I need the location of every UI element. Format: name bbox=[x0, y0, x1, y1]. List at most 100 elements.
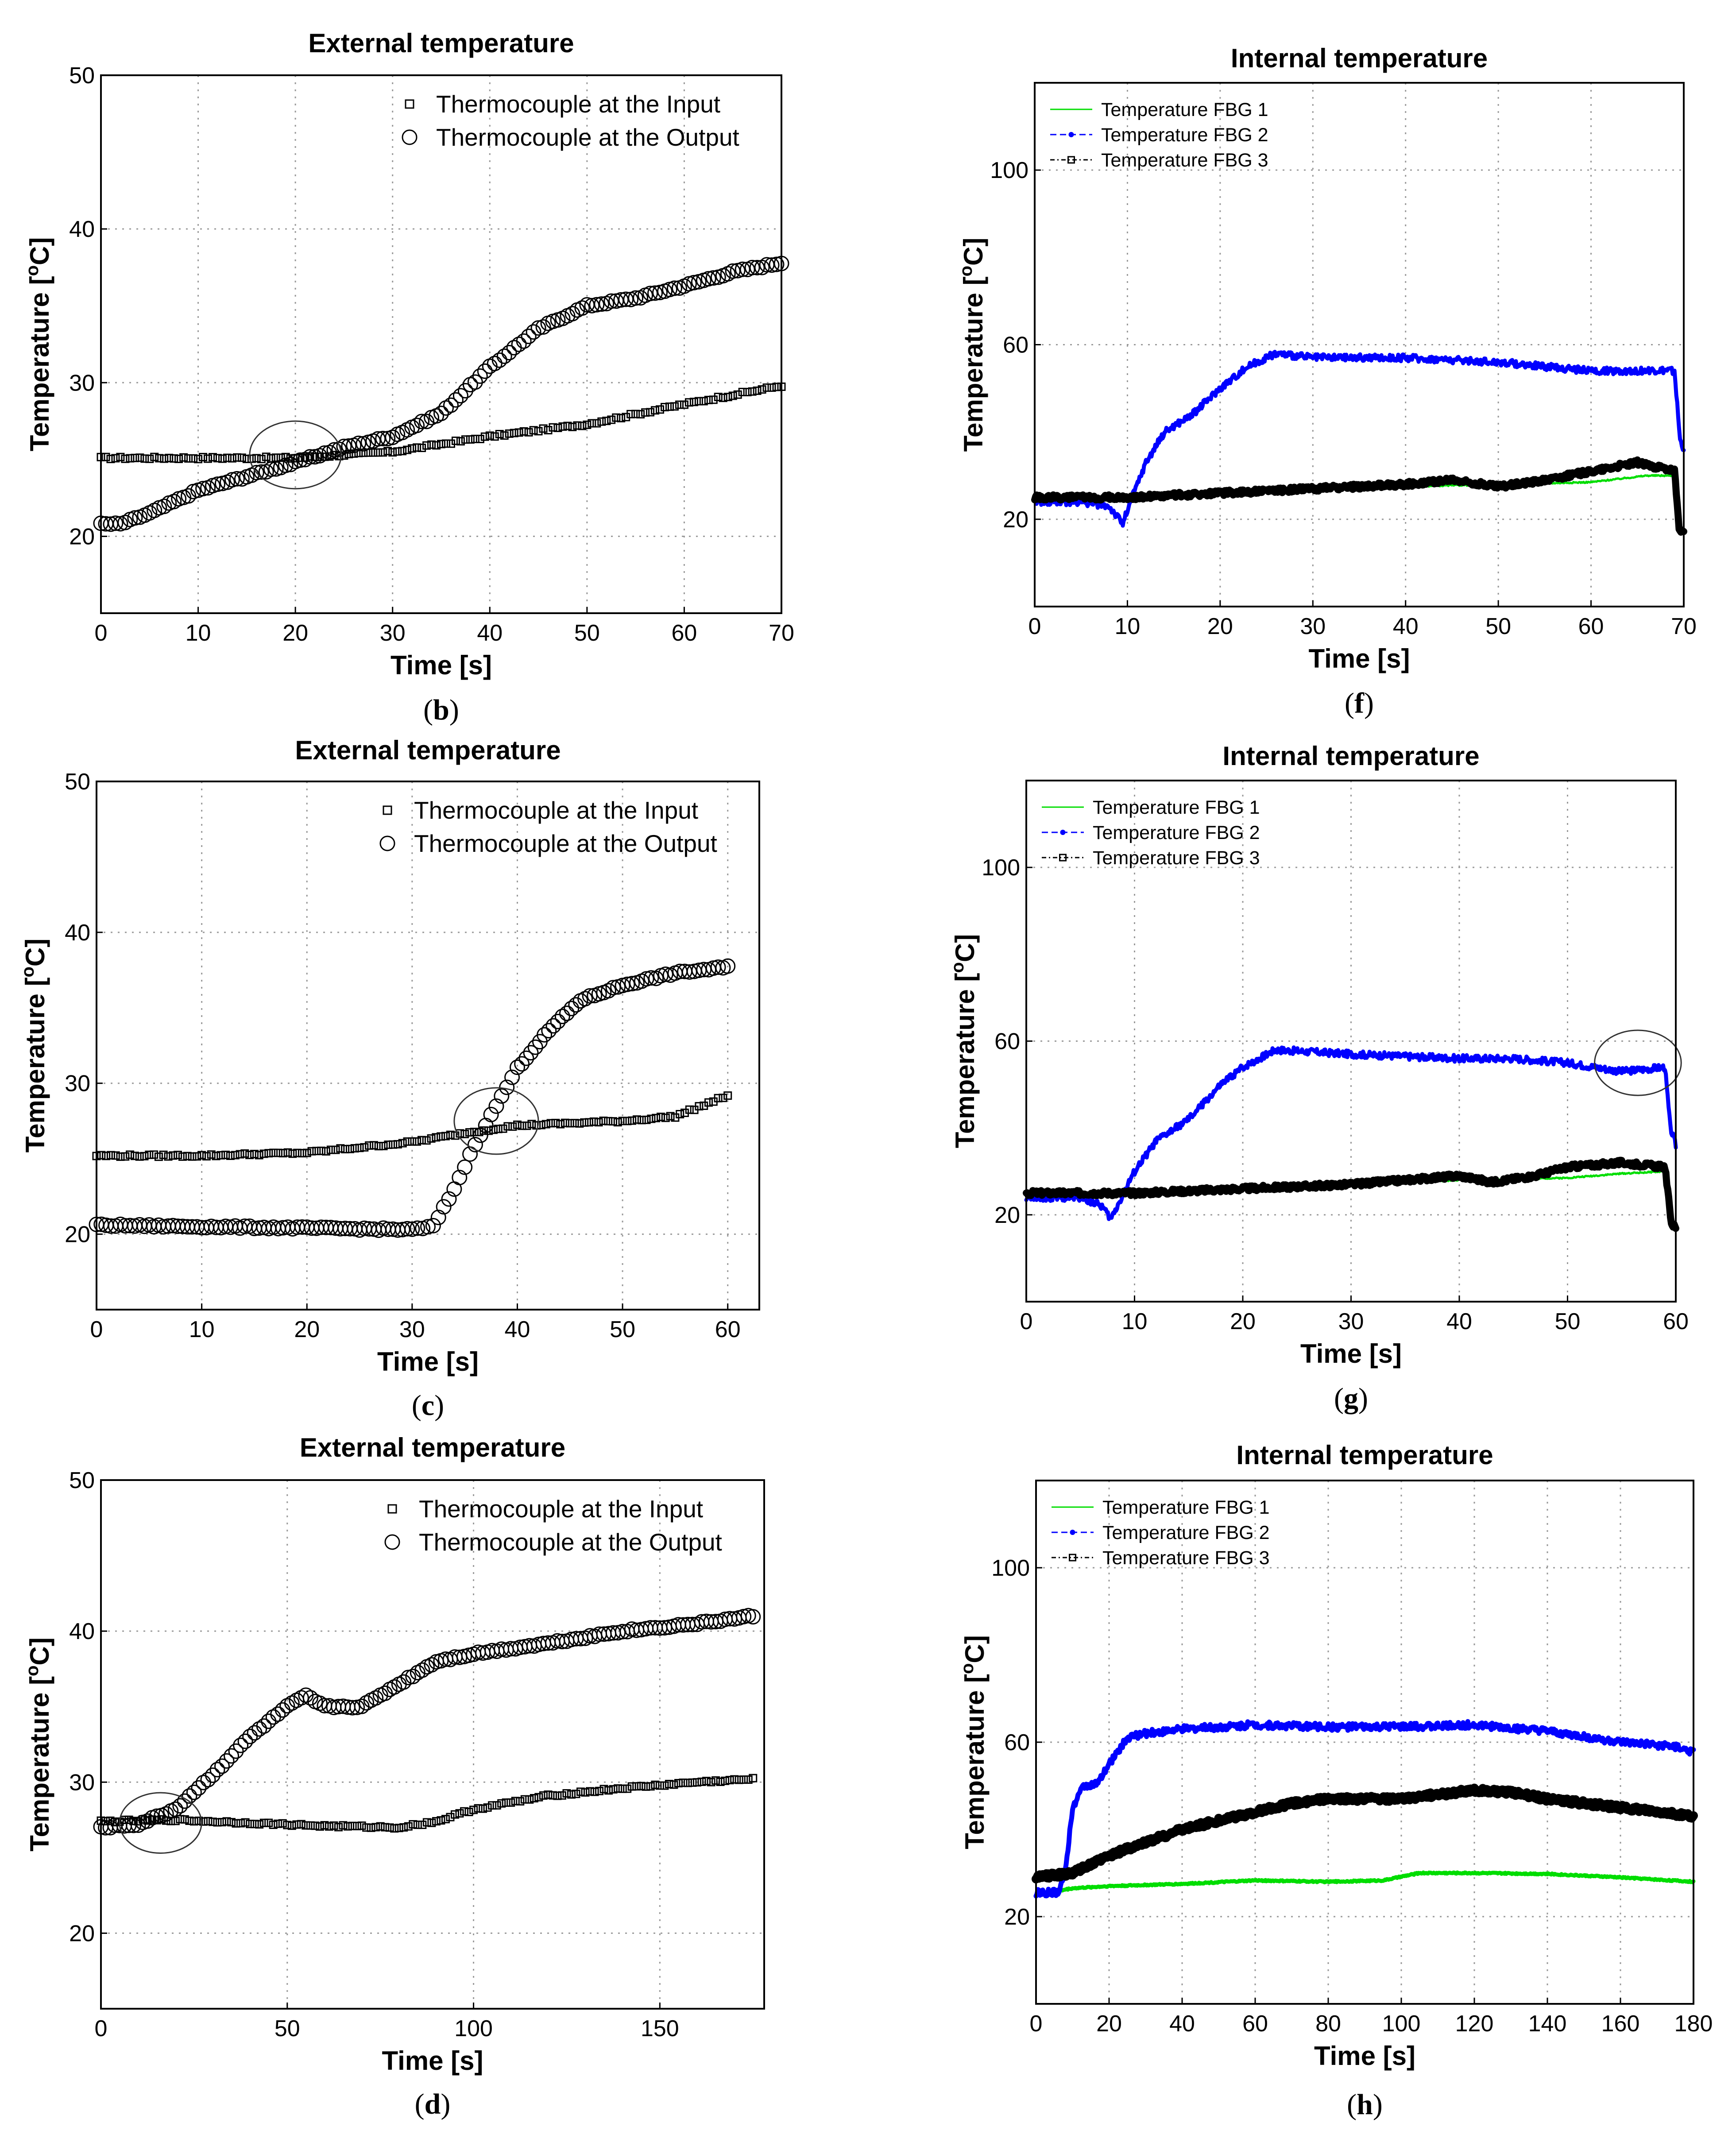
series-1 bbox=[89, 958, 736, 1238]
data-point bbox=[199, 452, 208, 461]
data-point bbox=[544, 426, 553, 435]
x-axis-label: Time [s] bbox=[1300, 1339, 1402, 1369]
data-point bbox=[452, 1170, 468, 1186]
data-point bbox=[464, 1808, 473, 1817]
data-point bbox=[680, 400, 688, 409]
data-point bbox=[116, 452, 125, 461]
data-point bbox=[651, 406, 660, 415]
chart-c: 0 10 20 30 40 50 60 20 30 40 50 External temperatur… bbox=[18, 735, 760, 1422]
data-point bbox=[218, 1818, 227, 1827]
series-2 bbox=[1023, 1156, 1679, 1232]
data-point bbox=[764, 257, 780, 273]
data-point bbox=[167, 1801, 183, 1817]
legend-marker bbox=[383, 805, 392, 815]
data-point bbox=[302, 1148, 311, 1157]
data-point bbox=[524, 428, 533, 437]
data-point bbox=[209, 1762, 225, 1778]
data-point bbox=[334, 1823, 343, 1832]
data-point bbox=[121, 454, 130, 463]
data-point bbox=[460, 1129, 469, 1138]
data-point bbox=[320, 1821, 329, 1830]
data-point bbox=[627, 1782, 636, 1791]
data-point bbox=[561, 1118, 569, 1127]
legend-label: Temperature FBG 1 bbox=[1101, 99, 1268, 120]
x-tick-label: 50 bbox=[574, 620, 600, 646]
data-point bbox=[269, 1148, 278, 1157]
data-point bbox=[581, 1788, 590, 1797]
x-tick-label: 70 bbox=[769, 620, 794, 646]
x-tick-label: 30 bbox=[380, 620, 406, 646]
data-point bbox=[592, 419, 601, 428]
data-point bbox=[193, 1152, 201, 1161]
data-point bbox=[432, 1817, 441, 1826]
data-point bbox=[381, 1823, 390, 1832]
y-axis-label: Temperature [oC] bbox=[23, 237, 54, 451]
data-point bbox=[240, 1149, 249, 1158]
data-point bbox=[317, 445, 333, 461]
x-axis-label: Time [s] bbox=[377, 1347, 479, 1376]
data-point bbox=[329, 1821, 338, 1830]
data-point bbox=[336, 1144, 345, 1153]
x-axis-label: Time [s] bbox=[1309, 644, 1410, 673]
data-point bbox=[176, 1815, 185, 1824]
legend-label: Thermocouple at the Input bbox=[414, 796, 698, 824]
data-point bbox=[185, 1816, 194, 1825]
data-point bbox=[548, 1791, 557, 1800]
data-point bbox=[446, 1813, 455, 1821]
data-point bbox=[116, 1152, 125, 1161]
data-point bbox=[264, 1818, 273, 1827]
data-point bbox=[321, 1147, 330, 1156]
legend-label: Thermocouple at the Output bbox=[414, 830, 717, 857]
data-point bbox=[441, 1191, 457, 1207]
data-point bbox=[744, 1775, 753, 1784]
data-point bbox=[576, 1787, 585, 1796]
data-point bbox=[490, 432, 499, 441]
data-point bbox=[236, 1819, 245, 1828]
x-tick-label: 180 bbox=[1674, 2011, 1713, 2037]
x-tick-label: 20 bbox=[282, 620, 308, 646]
x-tick-label: 60 bbox=[1578, 614, 1604, 639]
data-point bbox=[725, 1776, 734, 1785]
data-point bbox=[139, 1813, 155, 1829]
series-1 bbox=[93, 255, 789, 532]
data-point bbox=[311, 1821, 320, 1830]
data-point bbox=[573, 421, 582, 430]
x-axis-label: Time [s] bbox=[1314, 2041, 1415, 2071]
legend: Temperature FBG 1 Temperature FBG 2 Temper… bbox=[1052, 1497, 1270, 1569]
data-point bbox=[660, 1781, 669, 1790]
y-tick-label: 50 bbox=[69, 63, 95, 89]
data-point bbox=[403, 445, 412, 454]
data-point bbox=[556, 1120, 565, 1129]
data-point bbox=[385, 429, 401, 445]
data-point bbox=[655, 1781, 664, 1790]
data-point bbox=[472, 1127, 488, 1143]
data-point bbox=[101, 452, 110, 461]
annotation-circle bbox=[119, 1792, 202, 1854]
data-point bbox=[302, 1821, 310, 1830]
data-point bbox=[679, 1778, 688, 1787]
data-point bbox=[545, 1018, 561, 1034]
data-point bbox=[685, 1105, 694, 1114]
y-tick-label: 40 bbox=[65, 920, 90, 946]
data-point bbox=[527, 1039, 543, 1055]
data-point bbox=[359, 1695, 375, 1711]
panel-label: (d) bbox=[415, 2088, 451, 2120]
data-point bbox=[172, 1798, 188, 1814]
data-point bbox=[749, 1774, 758, 1782]
data-point bbox=[661, 1113, 670, 1122]
series-line bbox=[1032, 350, 1686, 528]
x-tick-label: 0 bbox=[1030, 2011, 1043, 2037]
data-point bbox=[642, 1782, 650, 1791]
data-point bbox=[675, 400, 684, 409]
data-point bbox=[292, 452, 308, 468]
data-point bbox=[572, 1790, 580, 1798]
y-tick-label: 100 bbox=[982, 855, 1020, 881]
data-point bbox=[714, 393, 723, 402]
data-point bbox=[223, 453, 232, 462]
data-point bbox=[369, 1141, 378, 1150]
data-point bbox=[422, 1818, 431, 1827]
data-point bbox=[351, 435, 367, 451]
data-point bbox=[656, 405, 665, 414]
data-point bbox=[108, 515, 124, 531]
data-point bbox=[312, 1147, 321, 1156]
